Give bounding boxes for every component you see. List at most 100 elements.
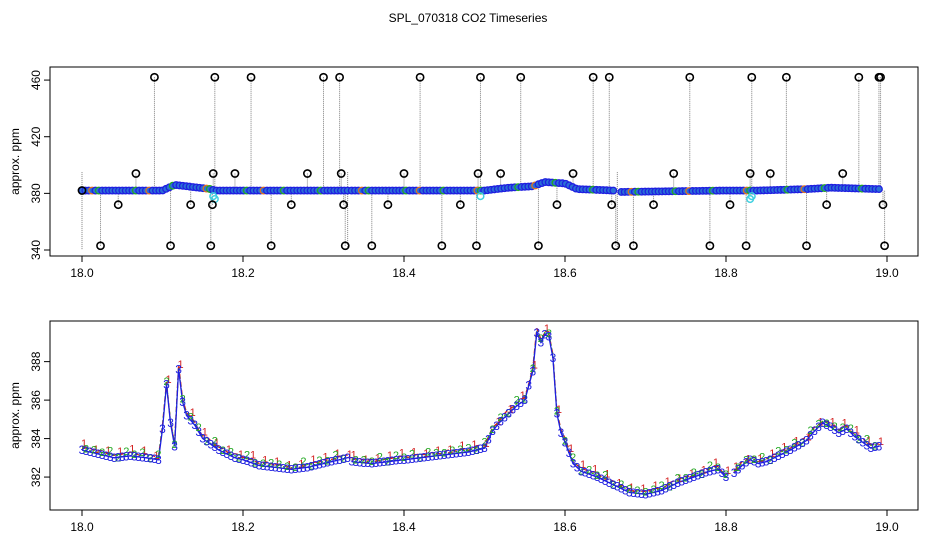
series-3-marker: 3 (694, 469, 701, 483)
series-3-marker: 3 (119, 450, 126, 464)
flagged-point (230, 169, 240, 178)
series-2-marker: 2 (783, 444, 789, 456)
flagged-point (186, 200, 196, 210)
baseline-point (875, 185, 883, 194)
series-1-marker: 1 (298, 458, 304, 470)
series-3-marker: 3 (252, 457, 259, 471)
series-1-marker: 1 (757, 453, 763, 465)
flagged-point (339, 200, 349, 210)
series-3-marker: 3 (111, 451, 118, 465)
flagged-point (206, 241, 216, 251)
flagged-point (611, 241, 621, 251)
series-3-marker: 3 (803, 434, 810, 448)
cyan-point (476, 192, 485, 201)
series-3-marker: 3 (135, 450, 142, 464)
series-3-marker: 3 (807, 429, 814, 443)
series-3-marker: 3 (445, 447, 452, 461)
series-3-marker: 3 (312, 459, 319, 473)
series-3-marker: 3 (300, 461, 307, 475)
series-3-marker: 3 (554, 407, 561, 421)
series-3-marker: 3 (151, 452, 158, 466)
x-tick-label: 18.6 (553, 266, 577, 280)
series-3-marker: 3 (843, 422, 850, 436)
series-2-marker: 2 (530, 363, 536, 375)
series-3-marker: 3 (413, 451, 420, 465)
series-1-marker: 1 (665, 476, 671, 488)
series-3-marker: 3 (167, 416, 174, 430)
series-2-marker: 2 (522, 393, 528, 405)
series-2-marker: 2 (570, 452, 576, 464)
series-2-marker: 2 (650, 484, 656, 496)
series-3-marker: 3 (707, 464, 714, 478)
series-3-marker: 3 (868, 441, 875, 455)
series-3-marker: 3 (91, 446, 98, 460)
series-2-marker: 2 (268, 458, 274, 470)
series-2-marker: 2 (767, 455, 773, 467)
y-tick-label: 460 (29, 70, 43, 90)
series-1-marker: 1 (544, 323, 550, 335)
series-1-marker: 1 (769, 448, 775, 460)
series-3-marker: 3 (606, 476, 613, 490)
flagged-point (96, 241, 105, 251)
series-1-marker: 1 (733, 461, 739, 473)
series-3-marker: 3 (336, 453, 343, 467)
series-3-marker: 3 (99, 448, 106, 462)
series-1-marker: 1 (335, 448, 341, 460)
series-2-marker: 2 (393, 450, 399, 462)
series-2-marker: 2 (659, 480, 665, 492)
series-3-marker: 3 (779, 447, 786, 461)
flagged-point (838, 169, 848, 178)
series-2-line (81, 368, 348, 469)
series-3-marker: 3 (582, 466, 589, 480)
x-tick-label: 18.2 (231, 266, 255, 280)
flagged-point (516, 72, 526, 82)
series-2-marker: 2 (244, 450, 250, 462)
series-2-marker: 2 (252, 457, 258, 469)
series-3-marker: 3 (533, 326, 540, 340)
series-3-marker: 3 (485, 433, 492, 447)
series-3-marker: 3 (216, 443, 223, 457)
series-3-marker: 3 (529, 364, 536, 378)
series-3-marker: 3 (747, 453, 754, 467)
series-3-marker: 3 (550, 351, 557, 365)
series-2-marker: 2 (691, 467, 697, 479)
series-2-marker: 2 (276, 459, 282, 471)
series-1-marker: 1 (117, 446, 123, 458)
series-3-marker: 3 (654, 484, 661, 498)
series-2-marker: 2 (131, 449, 137, 461)
series-3-marker: 3 (187, 413, 194, 427)
series-3-marker: 3 (264, 459, 271, 473)
series-1-marker: 1 (604, 468, 610, 480)
flagged-point (741, 241, 751, 251)
series-3-marker: 3 (799, 436, 806, 450)
series-3-marker: 3 (634, 486, 641, 500)
series-3-marker: 3 (477, 442, 484, 456)
series-3-marker: 3 (288, 462, 295, 476)
series-3-line (733, 422, 880, 474)
series-1-marker: 1 (781, 441, 787, 453)
series-3-marker: 3 (658, 484, 665, 498)
series-3-marker: 3 (513, 399, 520, 413)
series-1-marker: 1 (214, 437, 220, 449)
series-3-marker: 3 (232, 451, 239, 465)
series-3-marker: 3 (441, 448, 448, 462)
series-3-marker: 3 (364, 456, 371, 470)
series-3-marker: 3 (638, 487, 645, 501)
series-3-marker: 3 (437, 448, 444, 462)
series-3-marker: 3 (610, 478, 617, 492)
series-1-marker: 1 (202, 427, 208, 439)
series-3-marker: 3 (570, 457, 577, 471)
flagged-point (802, 241, 811, 251)
series-2-marker: 2 (377, 451, 383, 463)
flagged-point (607, 200, 617, 210)
flagged-point (878, 200, 888, 210)
series-3-marker: 3 (847, 426, 854, 440)
plot-frame (49, 66, 919, 257)
series-1-marker: 1 (520, 390, 526, 402)
series-3-marker: 3 (719, 466, 726, 480)
series-3-marker: 3 (598, 472, 605, 486)
series-1-marker: 1 (701, 464, 707, 476)
series-2-marker: 2 (284, 461, 290, 473)
series-1-marker: 1 (411, 447, 417, 459)
series-1-marker: 1 (689, 468, 695, 480)
